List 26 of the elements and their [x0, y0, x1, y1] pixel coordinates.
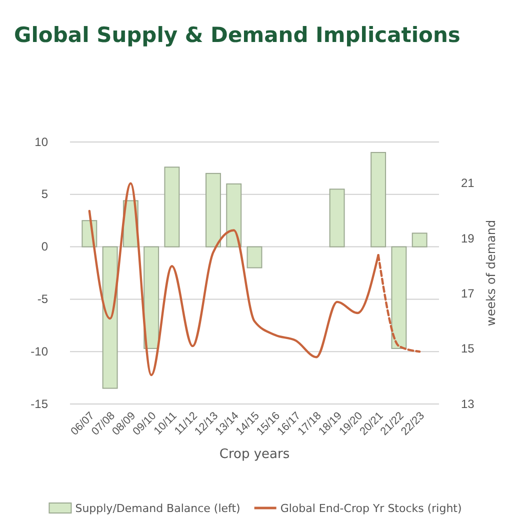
- y2-tick-label: 21: [461, 176, 475, 190]
- bar: [164, 166, 180, 248]
- y-tick-label: -15: [30, 396, 48, 411]
- bar: [102, 246, 118, 389]
- bar: [412, 232, 428, 248]
- bar: [246, 246, 262, 268]
- bar: [206, 172, 221, 248]
- y-tick-label: 0: [41, 240, 48, 254]
- y-tick-label: 10: [34, 134, 48, 149]
- bar: [370, 152, 386, 248]
- y2-tick-label: 17: [461, 286, 475, 301]
- legend-label: Global End-Crop Yr Stocks (right): [280, 502, 462, 515]
- bar: [226, 183, 242, 248]
- x-axis-title: Crop years: [219, 447, 290, 462]
- y2-tick-label: 15: [461, 342, 475, 356]
- legend-label: Supply/Demand Balance (left): [75, 502, 240, 515]
- y-tick-label: -5: [37, 292, 48, 306]
- y-tick-label: 5: [41, 187, 48, 202]
- y-tick-label: -10: [30, 344, 48, 358]
- chart-title: Global Supply & Demand Implications: [14, 23, 460, 47]
- y2-tick-label: 13: [461, 396, 475, 411]
- y2-axis-title: weeks of demand: [484, 220, 498, 326]
- bar: [329, 188, 345, 248]
- y2-tick-label: 19: [461, 231, 475, 246]
- bar: [391, 246, 407, 349]
- bar: [144, 246, 160, 349]
